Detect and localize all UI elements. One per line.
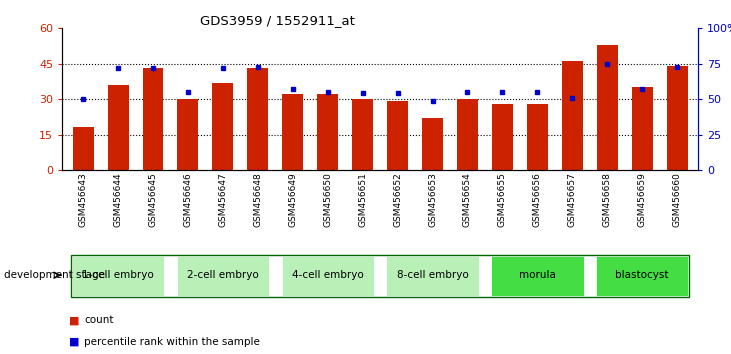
Bar: [352, 99, 373, 170]
Bar: [492, 104, 513, 170]
Text: GSM456644: GSM456644: [113, 172, 123, 227]
Text: GSM456656: GSM456656: [533, 172, 542, 227]
Text: GSM456647: GSM456647: [219, 172, 227, 227]
Bar: [595, 256, 689, 297]
Text: GSM456654: GSM456654: [463, 172, 472, 227]
Text: morula: morula: [519, 270, 556, 280]
Text: GSM456643: GSM456643: [79, 172, 88, 227]
Text: GSM456649: GSM456649: [288, 172, 298, 227]
Text: GSM456658: GSM456658: [603, 172, 612, 227]
Text: 1-cell embryo: 1-cell embryo: [82, 270, 154, 280]
Text: ■: ■: [69, 337, 80, 347]
Bar: [178, 99, 198, 170]
Text: GSM456655: GSM456655: [498, 172, 507, 227]
Text: GSM456648: GSM456648: [254, 172, 262, 227]
Text: GSM456645: GSM456645: [148, 172, 157, 227]
Bar: [71, 256, 165, 297]
Text: GSM456652: GSM456652: [393, 172, 402, 227]
Text: GSM456659: GSM456659: [637, 172, 647, 227]
Text: count: count: [84, 315, 113, 325]
Bar: [107, 85, 129, 170]
Bar: [457, 99, 478, 170]
Text: blastocyst: blastocyst: [616, 270, 669, 280]
Text: GSM456646: GSM456646: [183, 172, 192, 227]
Bar: [281, 256, 375, 297]
Bar: [175, 256, 270, 297]
Text: GSM456651: GSM456651: [358, 172, 367, 227]
Bar: [632, 87, 653, 170]
Bar: [667, 66, 688, 170]
Text: GSM456660: GSM456660: [673, 172, 681, 227]
Bar: [387, 102, 408, 170]
Bar: [282, 95, 303, 170]
Text: GSM456657: GSM456657: [568, 172, 577, 227]
Text: percentile rank within the sample: percentile rank within the sample: [84, 337, 260, 347]
Text: GDS3959 / 1552911_at: GDS3959 / 1552911_at: [200, 14, 355, 27]
Bar: [143, 68, 164, 170]
Bar: [596, 45, 618, 170]
Bar: [562, 61, 583, 170]
Bar: [317, 95, 338, 170]
Bar: [491, 256, 585, 297]
Text: 4-cell embryo: 4-cell embryo: [292, 270, 363, 280]
Bar: [527, 104, 548, 170]
Bar: [213, 82, 233, 170]
Text: GSM456650: GSM456650: [323, 172, 332, 227]
Text: 2-cell embryo: 2-cell embryo: [187, 270, 259, 280]
Bar: [385, 256, 480, 297]
Bar: [72, 127, 94, 170]
Text: 8-cell embryo: 8-cell embryo: [397, 270, 469, 280]
Text: development stage: development stage: [4, 270, 105, 280]
Bar: [422, 118, 443, 170]
Bar: [247, 68, 268, 170]
Text: GSM456653: GSM456653: [428, 172, 437, 227]
Text: ■: ■: [69, 315, 80, 325]
